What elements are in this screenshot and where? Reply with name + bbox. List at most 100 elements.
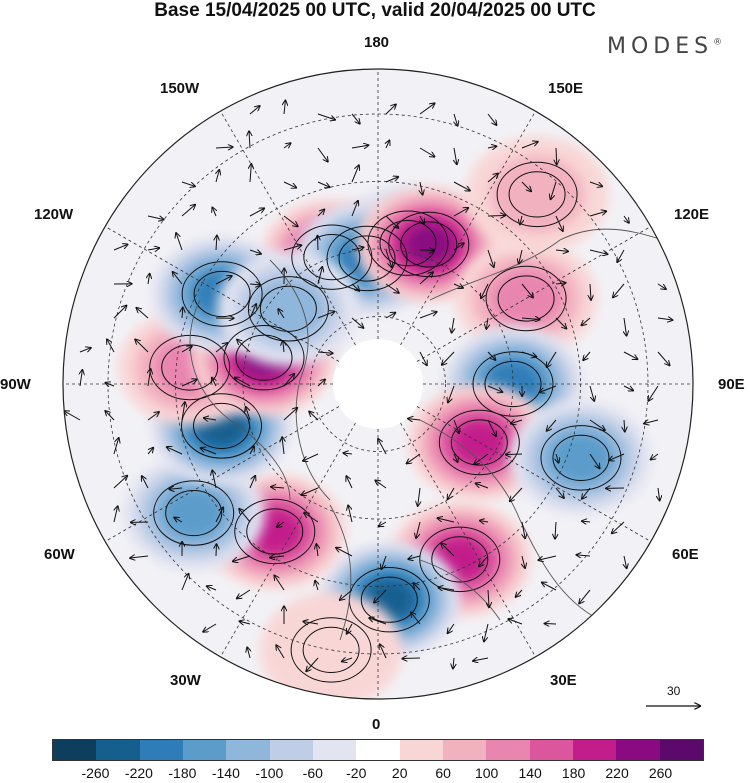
wind-arrow bbox=[169, 488, 183, 489]
wind-arrow bbox=[317, 267, 322, 285]
colorbar-swatch bbox=[399, 740, 443, 760]
wind-arrow bbox=[624, 555, 627, 568]
coastline bbox=[429, 228, 691, 301]
wind-arrow bbox=[508, 619, 523, 625]
wind-arrow bbox=[351, 145, 368, 148]
anomaly-center-11 bbox=[122, 455, 266, 571]
wind-arrow bbox=[181, 181, 195, 186]
wind-arrow bbox=[658, 487, 660, 500]
wind-arrow bbox=[306, 657, 319, 671]
wind-arrow bbox=[274, 575, 285, 591]
wind-arrow bbox=[577, 555, 591, 556]
wind-arrow bbox=[448, 487, 455, 499]
wind-arrow bbox=[233, 555, 251, 561]
wind-arrow bbox=[347, 623, 353, 634]
wind-arrow bbox=[342, 658, 353, 661]
wind-arrow bbox=[555, 215, 563, 231]
wind-arrow bbox=[419, 312, 437, 319]
wind-arrow bbox=[207, 586, 217, 590]
anomaly-center-7 bbox=[509, 400, 653, 516]
wind-arrow bbox=[516, 589, 523, 597]
contour-line bbox=[497, 275, 555, 322]
colorbar-tick-label: -220 bbox=[124, 765, 153, 781]
wind-arrow bbox=[473, 658, 489, 661]
wind-arrow bbox=[317, 380, 325, 387]
wind-arrow bbox=[340, 589, 353, 600]
wind-arrow bbox=[249, 131, 250, 149]
wind-arrow bbox=[79, 348, 91, 353]
colorbar-swatch bbox=[226, 740, 270, 760]
wind-arrow bbox=[249, 476, 255, 489]
wind-arrow bbox=[520, 215, 522, 224]
wind-arrow bbox=[283, 408, 297, 421]
wind-arrow bbox=[215, 507, 223, 523]
coastline bbox=[419, 559, 501, 621]
wind-arrow bbox=[419, 351, 427, 365]
wind-arrow bbox=[105, 411, 115, 421]
wind-arrow bbox=[413, 583, 421, 591]
wind-arrow bbox=[351, 201, 358, 217]
wind-arrow bbox=[441, 543, 455, 557]
wind-arrow bbox=[623, 351, 637, 359]
wind-arrow bbox=[277, 521, 285, 527]
wind-arrow bbox=[542, 583, 557, 591]
wind-arrow bbox=[239, 509, 251, 523]
wind-arrow bbox=[385, 283, 399, 293]
contour-line bbox=[379, 220, 437, 267]
wind-arrow bbox=[487, 351, 495, 360]
wind-arrow bbox=[113, 438, 119, 455]
wind-arrow bbox=[113, 476, 127, 489]
wind-arrow bbox=[416, 521, 421, 538]
contour-line bbox=[259, 285, 317, 332]
wind-arrow bbox=[644, 420, 659, 423]
wind-arrow bbox=[624, 215, 629, 223]
wind-arrow bbox=[555, 487, 564, 498]
wind-arrow bbox=[510, 487, 523, 501]
lon-label-30w: 30W bbox=[170, 672, 201, 689]
wind-arrow bbox=[351, 283, 359, 291]
wind-arrow bbox=[303, 621, 319, 624]
wind-arrow bbox=[452, 317, 454, 333]
wind-arrow bbox=[182, 402, 185, 421]
wind-arrow bbox=[474, 453, 489, 464]
wind-arrow bbox=[419, 147, 434, 157]
wind-arrow bbox=[336, 548, 353, 557]
contour-line bbox=[235, 334, 293, 381]
wind-arrow bbox=[582, 487, 591, 499]
wind-arrow bbox=[624, 419, 625, 432]
wind-arrow bbox=[486, 317, 488, 329]
wind-arrow bbox=[369, 618, 387, 625]
wind-arrow bbox=[237, 340, 251, 353]
wind-arrow bbox=[113, 306, 126, 319]
wind-arrow bbox=[283, 245, 301, 251]
anomaly-center-17 bbox=[465, 136, 609, 253]
wind-arrow bbox=[283, 341, 284, 353]
wind-arrow bbox=[316, 544, 318, 557]
wind-arrow bbox=[304, 513, 319, 523]
contour-line bbox=[485, 265, 567, 332]
wind-arrow bbox=[411, 612, 421, 625]
wind-arrow bbox=[348, 506, 353, 523]
wind-arrow bbox=[511, 420, 523, 424]
colorbar-tick-label: -140 bbox=[211, 765, 240, 781]
wind-arrow bbox=[309, 412, 319, 421]
wind-arrow bbox=[657, 318, 672, 320]
wind-arrow bbox=[283, 215, 298, 226]
colorbar-swatch bbox=[53, 740, 97, 760]
lon-label-60w: 60W bbox=[44, 546, 75, 563]
wind-arrow bbox=[374, 589, 387, 603]
lon-label-60e: 60E bbox=[672, 546, 699, 563]
wind-arrow bbox=[284, 101, 285, 115]
wind-arrow bbox=[420, 215, 424, 224]
wind-arrow bbox=[317, 210, 324, 217]
wind-arrow bbox=[216, 170, 219, 183]
wind-arrow bbox=[540, 385, 557, 392]
wind-arrow bbox=[582, 317, 591, 325]
wind-arrow bbox=[301, 487, 319, 495]
wind-arrow bbox=[346, 476, 353, 489]
wind-arrow bbox=[453, 284, 463, 288]
wind-arrow bbox=[351, 165, 359, 183]
meridian-line bbox=[220, 422, 356, 657]
wind-arrow bbox=[136, 308, 149, 319]
wind-arrow bbox=[215, 276, 232, 285]
